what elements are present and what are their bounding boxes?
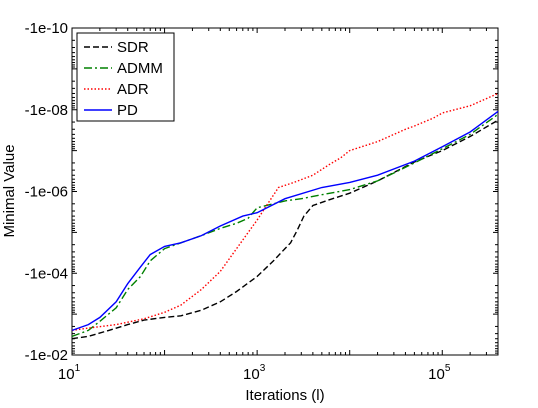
y-tick-label: -1e-04: [25, 265, 68, 282]
x-axis-label: Iterations (l): [245, 387, 324, 404]
legend-label-pd: PD: [117, 102, 138, 119]
series-line-pd: [71, 110, 499, 332]
legend-label-sdr: SDR: [117, 39, 149, 56]
y-tick-label: -1e-08: [25, 102, 68, 119]
x-tick-label: 105: [428, 363, 451, 383]
legend: SDR ADMM ADR PD: [76, 32, 175, 122]
axis-ticks: 101 103 105 -1e-10 -1e-08 -1e-06 -1e-04 -1e-02: [25, 20, 499, 383]
y-axis-label: Minimal Value: [1, 144, 18, 237]
series-lines: [71, 92, 499, 340]
legend-label-admm: ADMM: [117, 60, 163, 77]
y-tick-label: -1e-10: [25, 20, 68, 37]
x-tick-label: 101: [58, 363, 81, 383]
legend-label-adr: ADR: [117, 81, 149, 98]
y-tick-label: -1e-06: [25, 184, 68, 201]
x-tick-label: 103: [243, 363, 266, 383]
y-tick-label: -1e-02: [25, 347, 68, 364]
series-line-admm: [71, 113, 499, 338]
